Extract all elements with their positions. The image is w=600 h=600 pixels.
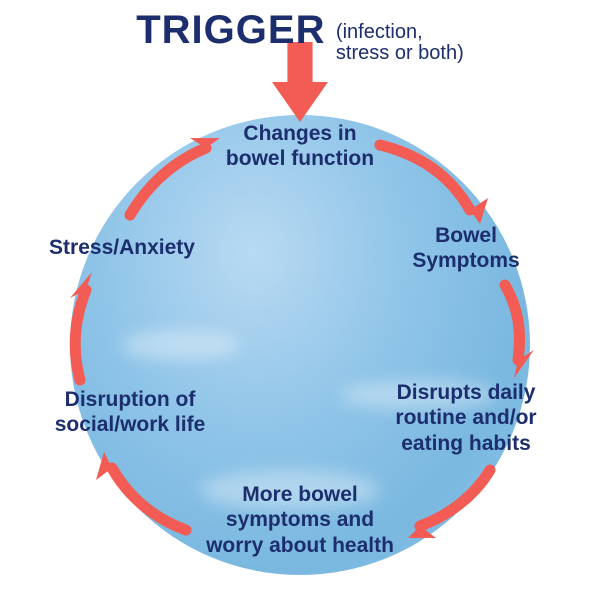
cycle-node-changes: Changes in bowel function xyxy=(200,121,400,171)
trigger-subtitle: (infection, stress or both) xyxy=(336,22,464,64)
cycle-node-disrupts: Disrupts daily routine and/or eating hab… xyxy=(371,380,561,456)
title-row: TRIGGER (infection, stress or both) xyxy=(0,8,600,60)
cloud-wisp xyxy=(120,330,240,360)
cycle-node-disruption: Disruption of social/work life xyxy=(35,387,225,437)
cycle-node-more: More bowel symptoms and worry about heal… xyxy=(190,482,410,558)
cycle-node-bowel: Bowel Symptoms xyxy=(386,223,546,273)
trigger-title: TRIGGER xyxy=(136,8,325,52)
cycle-node-stress: Stress/Anxiety xyxy=(32,235,212,260)
